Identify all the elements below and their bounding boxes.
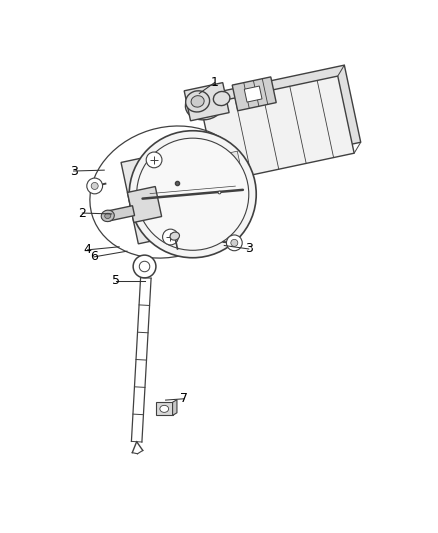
Text: 3: 3 (245, 243, 253, 255)
Text: 7: 7 (180, 392, 188, 405)
Ellipse shape (170, 232, 180, 240)
Text: 1: 1 (211, 76, 219, 89)
Polygon shape (121, 144, 226, 244)
Ellipse shape (105, 213, 111, 219)
Ellipse shape (160, 405, 169, 413)
Circle shape (226, 235, 242, 251)
Text: 2: 2 (78, 207, 86, 220)
Polygon shape (184, 83, 229, 121)
Polygon shape (156, 402, 173, 415)
Polygon shape (214, 151, 240, 169)
Polygon shape (244, 86, 262, 102)
Polygon shape (207, 65, 361, 172)
Circle shape (231, 239, 238, 246)
Circle shape (133, 255, 156, 278)
Circle shape (162, 229, 178, 245)
Ellipse shape (213, 92, 230, 106)
Circle shape (146, 152, 162, 168)
Circle shape (91, 182, 98, 189)
Ellipse shape (101, 210, 114, 222)
Ellipse shape (185, 89, 225, 120)
Circle shape (139, 261, 150, 272)
Ellipse shape (186, 91, 210, 112)
Polygon shape (232, 77, 276, 111)
Polygon shape (173, 400, 177, 415)
Polygon shape (201, 76, 354, 182)
Text: 3: 3 (70, 165, 78, 177)
Text: 6: 6 (90, 251, 98, 263)
Polygon shape (107, 206, 134, 221)
Text: 5: 5 (112, 274, 120, 287)
Ellipse shape (191, 95, 204, 107)
Polygon shape (127, 187, 162, 222)
Circle shape (87, 178, 102, 194)
Circle shape (129, 131, 256, 258)
Circle shape (137, 138, 249, 251)
Text: 4: 4 (84, 244, 92, 256)
